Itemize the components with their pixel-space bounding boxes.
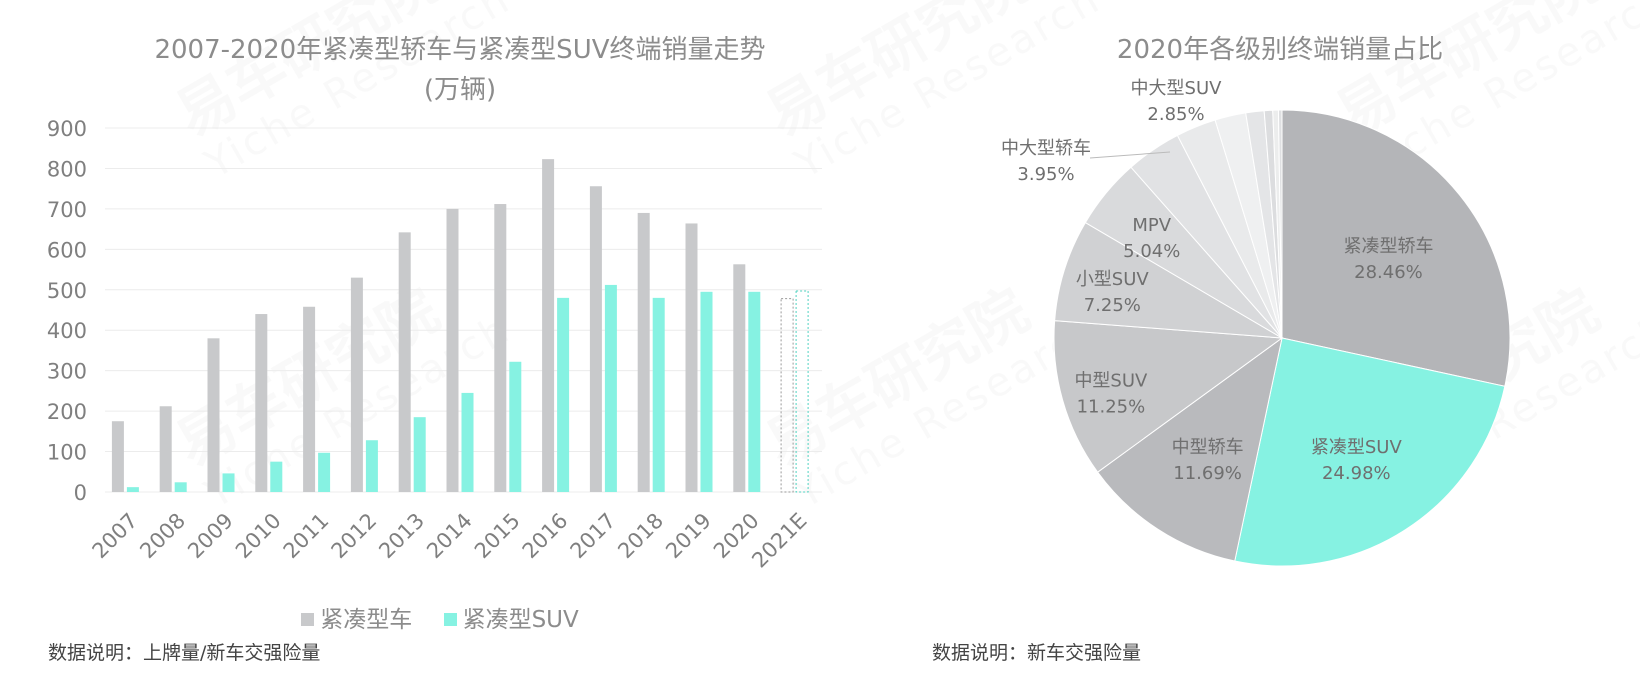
bar-suv: [700, 291, 713, 492]
bar-sedan: [780, 298, 794, 493]
pie-slice-percent: 24.98%: [1322, 463, 1391, 484]
legend-item-sedan: 紧凑型车: [301, 607, 419, 633]
pie-slice-label: 中型SUV: [1074, 371, 1148, 392]
bar-suv: [604, 284, 617, 492]
bar-sedan: [589, 186, 602, 493]
pie-slice-label: 紧凑型轿车: [1343, 236, 1433, 257]
y-tick-label: 300: [47, 360, 87, 384]
legend-label-sedan: 紧凑型车: [320, 607, 413, 633]
pie-slice-percent: 2.85%: [1147, 104, 1204, 125]
bar-chart-legend: 紧凑型车 紧凑型SUV: [0, 600, 880, 634]
y-tick-label: 100: [47, 441, 87, 465]
pie-slice: [1234, 337, 1506, 567]
pie-slice: [1096, 336, 1283, 562]
pie-slice-label: 中大型轿车: [1001, 138, 1091, 159]
bar-sedan: [685, 223, 698, 492]
pie-slice: [1277, 109, 1283, 339]
bar-suv: [365, 440, 378, 492]
data-note-right: 数据说明：新车交强险量: [932, 642, 1142, 664]
bar-suv: [318, 452, 331, 492]
bar-suv: [222, 473, 235, 492]
pie-slice-percent: 5.04%: [1123, 241, 1180, 262]
y-tick-label: 200: [47, 400, 87, 424]
legend-label-suv: 紧凑型SUV: [462, 607, 579, 633]
pie-slice: [1054, 221, 1283, 339]
data-note-left: 数据说明：上牌量/新车交强险量: [48, 642, 321, 664]
bar-sedan: [111, 421, 124, 492]
y-tick-label: 800: [47, 157, 87, 181]
bar-sedan: [207, 338, 220, 492]
y-tick-label: 600: [47, 238, 87, 262]
pie-slice-percent: 28.46%: [1354, 262, 1423, 283]
bar-suv: [652, 297, 665, 492]
bar-suv: [174, 482, 187, 492]
bar-chart-title: 2007-2020年紧凑型轿车与紧凑型SUV终端销量走势: [154, 35, 766, 65]
pie-slice-label: 中型轿车: [1172, 437, 1244, 458]
y-tick-label: 900: [47, 117, 87, 141]
bar-sedan: [255, 314, 268, 492]
pie-slice-label: 中大型SUV: [1131, 78, 1223, 99]
bar-chart: 0100200300400500600700800900200720082009…: [47, 117, 822, 573]
pie-chart-title: 2020年各级别终端销量占比: [1116, 35, 1444, 65]
pie-slice: [1281, 109, 1511, 387]
legend-swatch-sedan: [301, 613, 315, 626]
bar-suv: [413, 417, 426, 492]
pie-slice-label: 紧凑型SUV: [1311, 437, 1403, 458]
pie-slice-percent: 11.69%: [1173, 463, 1242, 484]
y-tick-label: 500: [47, 279, 87, 303]
bar-sedan: [303, 306, 316, 492]
bar-suv: [126, 487, 139, 492]
bar-sedan: [159, 406, 172, 492]
bar-sedan: [733, 264, 746, 492]
bar-sedan: [350, 277, 363, 492]
bar-sedan: [542, 159, 555, 493]
bar-sedan: [398, 232, 411, 492]
legend-item-suv: 紧凑型SUV: [443, 607, 579, 633]
y-tick-label: 400: [47, 319, 87, 343]
bar-chart-title-block: 2007-2020年紧凑型轿车与紧凑型SUV终端销量走势 (万辆): [80, 30, 840, 111]
pie-leader-line: [1089, 151, 1171, 159]
legend-swatch-suv: [443, 613, 457, 626]
pie-slice-percent: 11.25%: [1077, 397, 1146, 418]
bar-suv: [509, 361, 522, 492]
bar-sedan: [494, 204, 507, 492]
pie-slice-label: 小型SUV: [1076, 269, 1150, 290]
pie-slice-percent: 7.25%: [1084, 295, 1141, 316]
bar-sedan: [637, 212, 650, 492]
pie-slice: [1053, 320, 1284, 473]
bar-sedan: [446, 208, 459, 492]
bar-suv: [795, 290, 809, 493]
pie-slice-label: MPV: [1132, 215, 1171, 236]
y-tick-label: 0: [74, 481, 87, 505]
bar-chart-subtitle: (万辆): [423, 75, 497, 106]
bar-suv: [461, 392, 474, 492]
bar-suv: [748, 291, 761, 492]
pie-slice-percent: 3.95%: [1017, 164, 1074, 185]
y-tick-label: 700: [47, 198, 87, 222]
bar-suv: [557, 297, 570, 492]
bar-suv: [270, 461, 283, 492]
